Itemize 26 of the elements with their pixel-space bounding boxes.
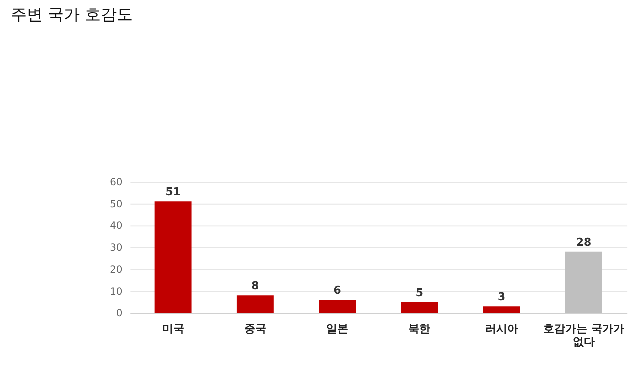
y-tick-label: 50	[110, 199, 123, 210]
y-tick-label: 20	[110, 264, 123, 276]
data-label: 3	[498, 290, 506, 304]
x-tick-label: 북한	[408, 322, 431, 336]
y-tick-label: 40	[110, 221, 123, 232]
data-label: 6	[334, 284, 342, 298]
data-label: 51	[166, 186, 181, 199]
bar	[319, 300, 356, 314]
y-tick-label: 10	[110, 286, 123, 298]
y-tick-label: 60	[110, 177, 123, 188]
x-tick-label: 일본	[326, 322, 349, 336]
data-label: 5	[416, 286, 424, 300]
data-label: 28	[576, 236, 592, 249]
x-tick-label: 중국	[244, 322, 266, 336]
bar	[154, 202, 192, 314]
x-tick-label: 미국	[162, 322, 184, 336]
y-tick-label: 30	[110, 243, 123, 254]
x-tick-label: 러시아	[485, 322, 518, 336]
y-tick-label: 0	[116, 308, 123, 320]
bar	[565, 252, 602, 314]
data-label: 8	[252, 280, 260, 293]
bar	[401, 302, 438, 314]
chart-title: 주변 국가 호감도	[10, 4, 134, 24]
bar	[483, 306, 520, 314]
bar	[236, 296, 274, 314]
x-tick-label: 호감가는 국가가 없다	[544, 322, 624, 348]
